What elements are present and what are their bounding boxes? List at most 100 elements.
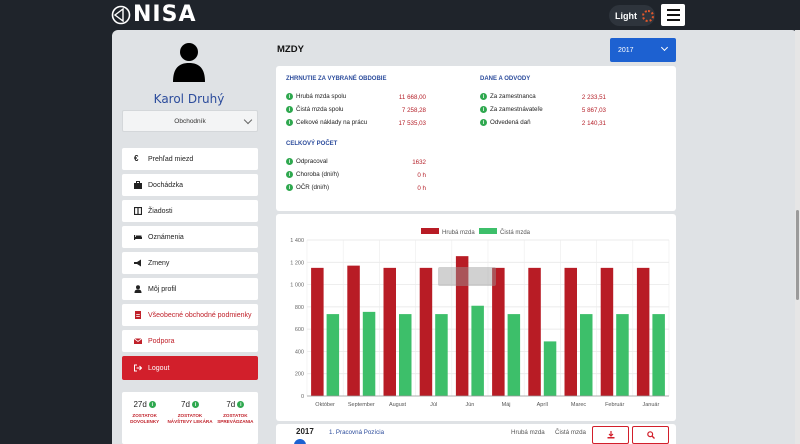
sidebar-item-label: Žiadosti — [148, 207, 173, 215]
theme-toggle[interactable]: Light — [609, 5, 655, 26]
year-select[interactable]: 2017 — [610, 38, 676, 62]
stat-value: 7d — [181, 400, 190, 409]
info-icon[interactable]: i — [480, 93, 487, 100]
logout-button[interactable]: Logout — [122, 356, 258, 380]
sidebar-item-oznamenia[interactable]: Oznámenia — [122, 226, 258, 248]
chevron-down-icon — [243, 115, 253, 125]
x-tick-label: Január — [642, 402, 659, 408]
stat-label: ZOSTATOK NÁVŠTEVY LEKÁRA — [167, 413, 213, 424]
bar-net — [471, 305, 484, 396]
position-indicator — [294, 439, 306, 444]
info-icon[interactable]: i — [286, 158, 293, 165]
column-header-net: Čistá mzda — [555, 429, 586, 436]
salary-bar-chart[interactable]: Hrubá mzda Čistá mzda 0 200 400 600 800 1 000 1 … — [276, 214, 676, 421]
y-tick-label: 0 — [301, 394, 304, 400]
x-tick-label: Apríl — [537, 402, 548, 408]
row-label: Celkové náklady na prácu — [296, 119, 368, 126]
search-button[interactable] — [632, 426, 669, 444]
sidebar-item-label: Podpora — [148, 337, 175, 345]
user-icon — [134, 285, 142, 293]
hamburger-menu-button[interactable] — [661, 4, 685, 26]
sidebar-item-obchodne-podmienky[interactable]: Všeobecné obchodné podmienky — [122, 304, 258, 326]
sidebar-item-zmeny[interactable]: Zmeny — [122, 252, 258, 274]
scrollbar-thumb[interactable] — [796, 210, 799, 300]
stat-sprevadzanie: 7d i ZOSTATOK SPREVÁDZANIA — [213, 392, 258, 444]
info-icon[interactable]: i — [237, 401, 245, 408]
menu-bar-icon — [666, 19, 680, 21]
download-button[interactable] — [592, 426, 629, 444]
taxes-row: i Za zamestnávateľe — [480, 106, 543, 113]
summary-row: i Hrubá mzda spolu — [286, 93, 346, 100]
position-name[interactable]: 1. Pracovná Pozícia — [329, 429, 385, 436]
position-card: 2017 1. Pracovná Pozícia Hrubá mzda Čist… — [276, 424, 676, 444]
taxes-title: DANE A ODVODY — [480, 76, 531, 82]
sidebar-item-podpora[interactable]: Podpora — [122, 330, 258, 352]
bar-gross — [564, 267, 577, 396]
row-label: OČR (dni/h) — [296, 184, 330, 191]
bar-net — [616, 314, 629, 396]
sun-icon — [642, 9, 654, 22]
row-label: Choroba (dni/h) — [296, 171, 339, 178]
bar-net — [435, 314, 448, 396]
info-icon[interactable]: i — [148, 401, 156, 408]
sidebar-item-label: Oznámenia — [148, 233, 184, 241]
y-tick-label: 400 — [295, 349, 304, 355]
search-icon — [646, 431, 655, 439]
info-icon[interactable]: i — [286, 119, 293, 126]
position-year: 2017 — [296, 427, 314, 436]
bar-net — [326, 314, 340, 396]
document-icon — [135, 311, 141, 319]
bar-net — [580, 314, 593, 396]
logout-label: Logout — [148, 364, 170, 372]
row-value: 1632 — [412, 159, 426, 166]
app-logo[interactable]: NISA — [111, 3, 196, 27]
bar-gross — [419, 267, 433, 396]
stat-lekar: 7d i ZOSTATOK NÁVŠTEVY LEKÁRA — [167, 392, 212, 444]
bar-net — [507, 314, 521, 396]
count-row: i Odpracoval — [286, 158, 328, 165]
info-icon[interactable]: i — [286, 93, 293, 100]
role-select[interactable]: Obchodník — [122, 110, 258, 132]
info-icon[interactable]: i — [286, 171, 293, 178]
menu-bar-icon — [666, 9, 680, 11]
row-value: 2 140,31 — [581, 120, 606, 127]
sidebar-item-label: Dochádzka — [148, 181, 184, 189]
menu-bar-icon — [666, 14, 680, 16]
count-row: i OČR (dni/h) — [286, 184, 329, 191]
bar-net — [652, 314, 665, 396]
info-icon[interactable]: i — [286, 106, 293, 113]
info-icon[interactable]: i — [480, 119, 487, 126]
info-icon[interactable]: i — [191, 401, 199, 408]
bar-net — [543, 341, 557, 396]
sidebar-item-dochadzka[interactable]: Dochádzka — [122, 174, 258, 196]
x-tick-label: Máj — [502, 402, 511, 408]
count-title: CELKOVÝ POČET — [286, 141, 338, 147]
user-avatar-icon — [173, 43, 205, 82]
page-scrollbar[interactable] — [795, 30, 800, 444]
y-tick-label: 1 200 — [290, 260, 304, 266]
y-tick-label: 200 — [295, 372, 304, 378]
summary-card: ZHRNUTIE ZA VYBRANÉ OBDOBIE i Hrubá mzda … — [276, 66, 676, 211]
bar-net — [362, 311, 376, 396]
taxes-row: i Za zamestnanca — [480, 93, 536, 100]
sidebar-item-prehlad-miezd[interactable]: € Prehľad miezd — [122, 148, 258, 170]
sidebar-item-moj-profil[interactable]: Môj profil — [122, 278, 258, 300]
y-tick-label: 800 — [295, 305, 304, 311]
legend-swatch — [479, 228, 497, 234]
bar-gross — [347, 265, 360, 396]
bar-gross — [383, 267, 396, 396]
euro-icon: € — [134, 154, 139, 163]
download-icon — [607, 431, 614, 439]
info-icon[interactable]: i — [480, 106, 487, 113]
salary-chart-card: Hrubá mzda Čistá mzda 0 200 400 600 800 1 000 1 … — [276, 214, 676, 421]
tooltip-box — [438, 267, 496, 286]
info-icon[interactable]: i — [286, 184, 293, 191]
bar-gross — [492, 267, 505, 396]
sidebar-item-label: Zmeny — [148, 259, 170, 267]
y-tick-label: 600 — [295, 327, 304, 333]
row-value: 0 h — [417, 172, 426, 179]
leave-balance-panel: 27d i ZOSTATOK DOVOLENKY 7d i ZOSTATOK NÁV… — [122, 392, 258, 444]
sidebar-item-ziadosti[interactable]: Žiadosti — [122, 200, 258, 222]
stat-label: ZOSTATOK SPREVÁDZANIA — [217, 413, 254, 424]
briefcase-icon — [134, 181, 142, 189]
